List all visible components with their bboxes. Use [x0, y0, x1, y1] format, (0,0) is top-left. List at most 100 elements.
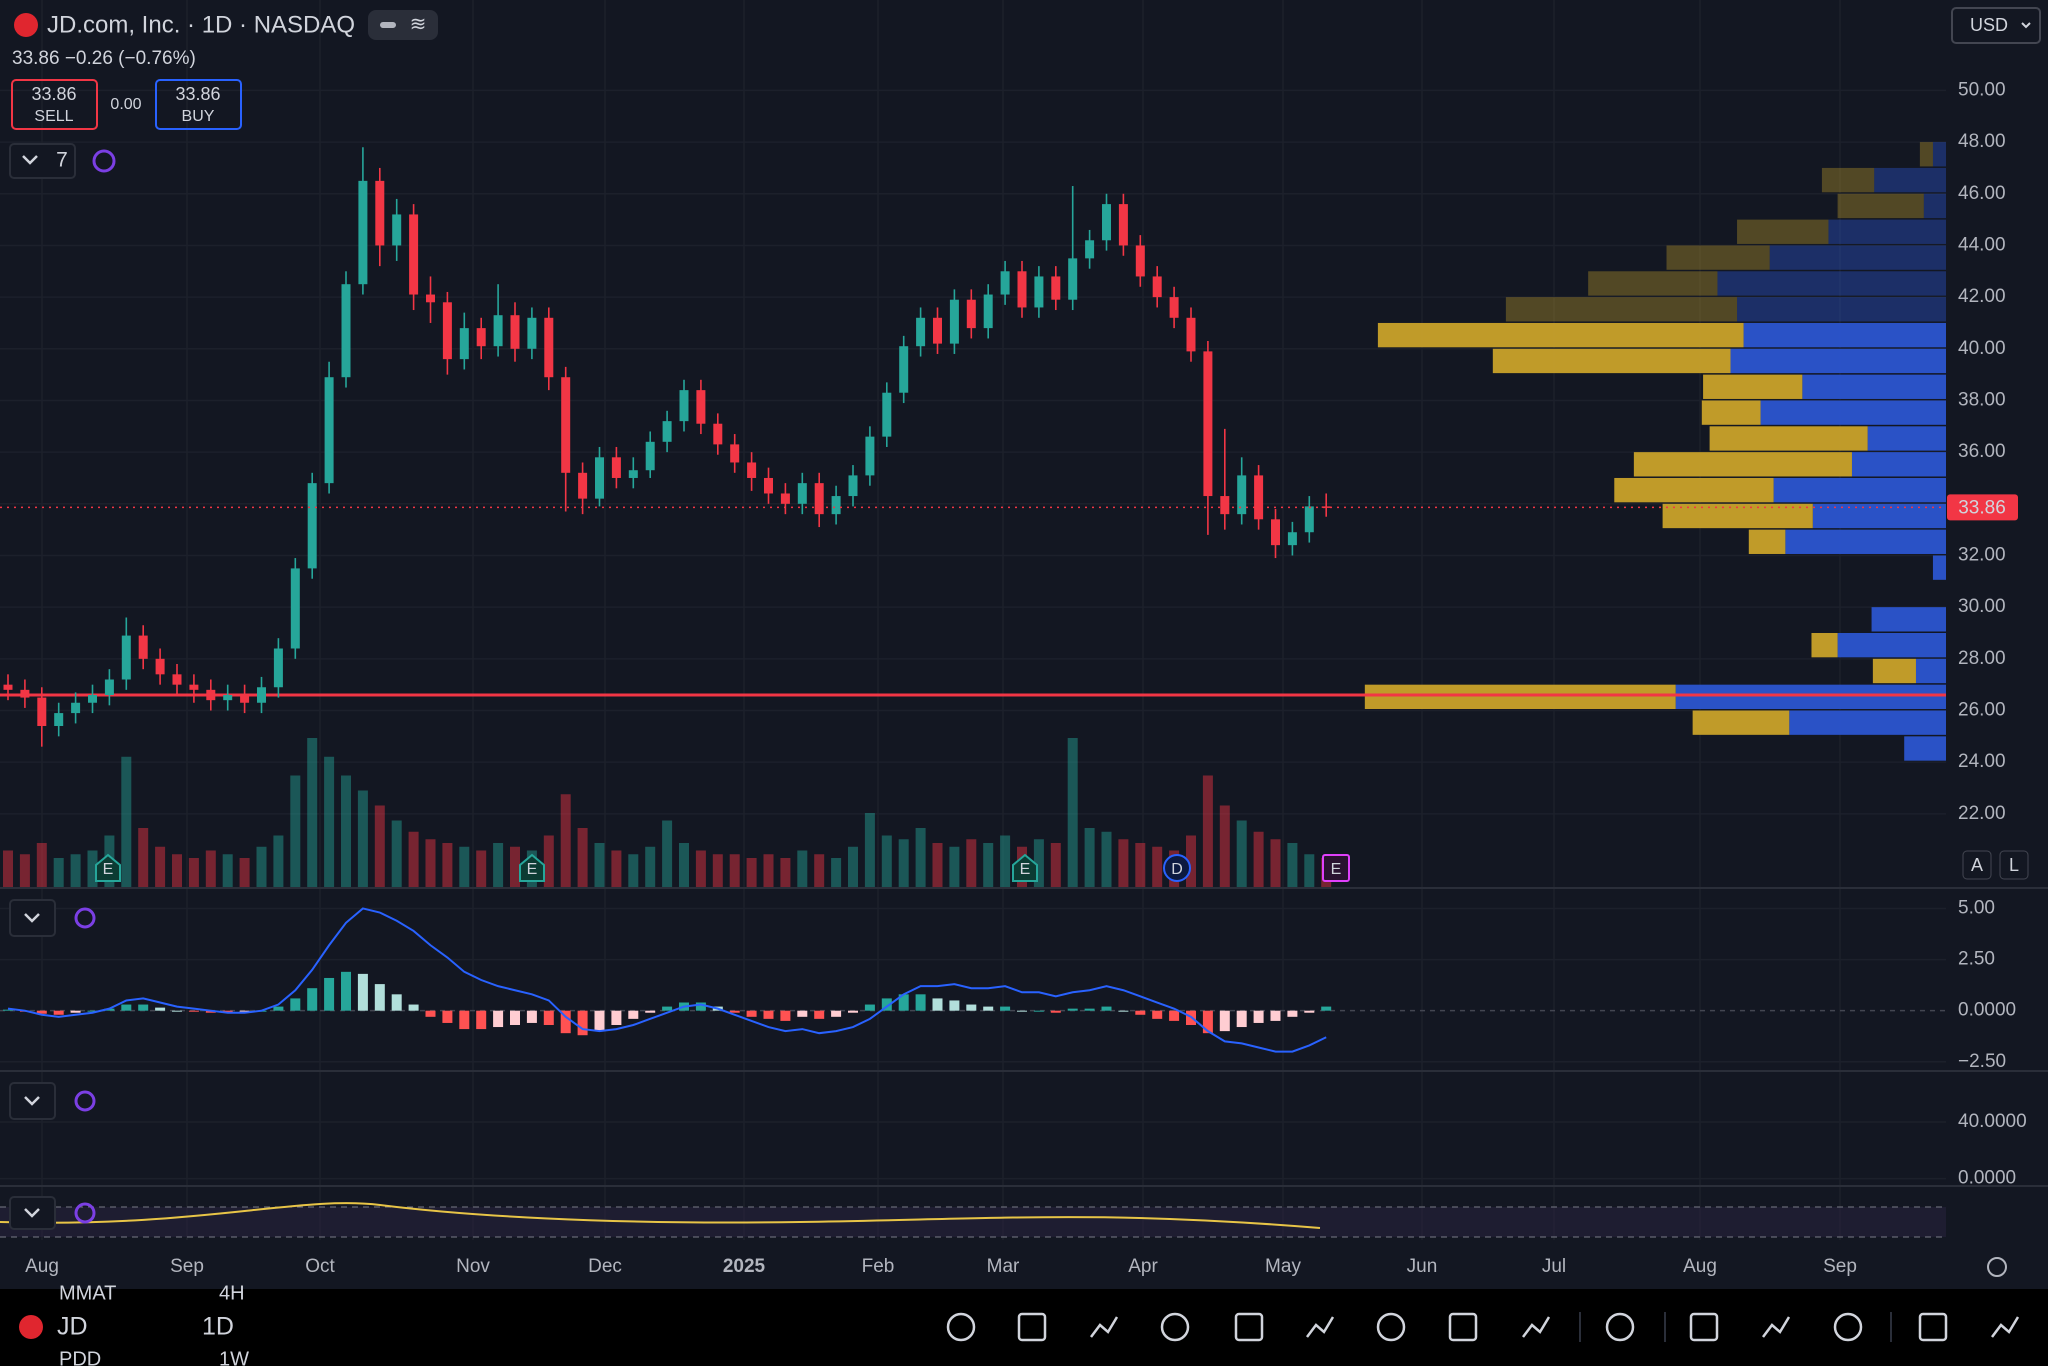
profile-sell [1588, 271, 1718, 296]
candle-body [358, 180, 368, 285]
toolbar-symbol[interactable]: JD [57, 1313, 88, 1341]
histogram-bar [222, 1010, 233, 1013]
toolbar-icon[interactable] [1522, 1316, 1551, 1338]
toolbar-icons[interactable] [946, 1312, 2020, 1342]
currency-select[interactable] [1951, 7, 2041, 44]
candle-body [780, 493, 790, 504]
event-label[interactable]: E [527, 861, 538, 878]
chevron[interactable] [22, 155, 38, 165]
y-tick-label: 28.00 [1958, 648, 2006, 669]
event-label[interactable]: D [1171, 861, 1183, 878]
candle-body [206, 689, 216, 701]
histogram-bar [611, 1010, 622, 1025]
pane-toggle[interactable] [9, 899, 56, 937]
buy-button[interactable] [155, 79, 242, 130]
histogram-bar [662, 1006, 673, 1011]
volume-bar [949, 846, 960, 888]
settings-icon[interactable] [1987, 1257, 2007, 1277]
volume-bar [729, 854, 740, 888]
last-price-label: 33.86 [1958, 497, 2006, 518]
refresh-icon[interactable] [74, 1090, 96, 1112]
scale-button[interactable] [1999, 850, 2029, 880]
toolbar-interval[interactable]: 1D [202, 1313, 234, 1341]
histogram-bar [408, 1004, 419, 1011]
toolbar-icon[interactable] [1991, 1316, 2020, 1338]
histogram-bar [357, 973, 368, 1011]
toolbar-icon[interactable] [1689, 1312, 1719, 1342]
toolbar-icon[interactable] [1833, 1312, 1863, 1342]
symbol-logo[interactable] [19, 1315, 43, 1339]
histogram-bar [374, 984, 385, 1011]
toolbar-icon[interactable] [1017, 1312, 1047, 1342]
profile-sell [1505, 297, 1738, 322]
event-badge[interactable] [1163, 854, 1191, 882]
profile-sell [1919, 142, 1933, 167]
histogram-bar [239, 1010, 250, 1012]
sell-price[interactable]: 33.86 [31, 84, 76, 104]
volume-bar [155, 846, 166, 888]
event-badge[interactable] [519, 853, 545, 882]
x-tick-label: Oct [305, 1256, 335, 1277]
refresh-icon[interactable] [74, 1202, 96, 1224]
volume-bar [1135, 843, 1146, 888]
scale-button-label[interactable]: A [1971, 855, 1983, 875]
volume-bar [205, 850, 216, 888]
profile-buy [1769, 245, 1946, 270]
histogram-bar [864, 1004, 875, 1011]
toolbar [0, 1289, 2048, 1366]
event-badge[interactable] [1012, 853, 1038, 882]
event-label[interactable]: E [103, 861, 114, 878]
status-icon: ≋ [410, 13, 427, 35]
event-badge[interactable] [1322, 854, 1350, 882]
toolbar-icon[interactable] [1762, 1316, 1791, 1338]
histogram-bar [1270, 1010, 1281, 1021]
buy-price[interactable]: 33.86 [175, 84, 220, 104]
toolbar-icon[interactable] [1234, 1312, 1264, 1342]
profile-sell [1703, 374, 1803, 399]
toolbar-icon[interactable] [946, 1312, 976, 1342]
currency[interactable]: USD [1970, 15, 2008, 35]
sell-button[interactable] [11, 79, 98, 130]
histogram-bar [3, 1009, 13, 1011]
scale-button-label[interactable]: L [2009, 855, 2019, 875]
x-tick-label: Apr [1128, 1256, 1158, 1277]
toolbar-icon[interactable] [1605, 1312, 1635, 1342]
volume-bar [1253, 831, 1264, 888]
x-tick-label: Jul [1542, 1256, 1566, 1277]
toolbar-icon[interactable] [1918, 1312, 1948, 1342]
y-tick-label: 42.00 [1958, 286, 2006, 307]
candle-body [71, 702, 81, 714]
histogram-bar [577, 1010, 588, 1036]
indicator-count[interactable]: 7 [56, 149, 68, 172]
event-label[interactable]: E [1331, 861, 1342, 878]
scale-button[interactable] [1962, 850, 1992, 880]
candle-body [1220, 496, 1230, 515]
event-label[interactable]: E [1020, 861, 1031, 878]
chevron[interactable] [24, 1208, 40, 1218]
volume-bar [1236, 820, 1247, 888]
chevron[interactable] [24, 1096, 40, 1106]
sell-label[interactable]: SELL [34, 108, 73, 125]
volume-bar [915, 828, 926, 888]
histogram-bar [780, 1010, 791, 1021]
indicators-toggle[interactable] [9, 143, 76, 179]
toolbar-icon[interactable] [1448, 1312, 1478, 1342]
toolbar-icon[interactable] [1376, 1312, 1406, 1342]
chevron[interactable] [24, 913, 40, 923]
toolbar-icon[interactable] [1160, 1312, 1190, 1342]
y-tick-label: 0.0000 [1958, 1000, 2016, 1021]
refresh-icon[interactable] [74, 907, 96, 929]
candle-body [426, 294, 435, 303]
pane-toggle[interactable] [9, 1082, 56, 1120]
profile-sell [1377, 322, 1744, 348]
pane-toggle[interactable] [9, 1196, 56, 1230]
chevron[interactable] [2021, 22, 2031, 29]
event-badge[interactable] [95, 853, 121, 882]
volume-bar [53, 858, 64, 888]
candle-body [1304, 506, 1314, 533]
refresh-icon[interactable] [92, 149, 116, 173]
buy-label[interactable]: BUY [182, 108, 215, 125]
toolbar-icon[interactable] [1090, 1316, 1119, 1338]
toolbar-icon[interactable] [1306, 1316, 1335, 1338]
y-tick-label: 2.50 [1958, 949, 1995, 970]
